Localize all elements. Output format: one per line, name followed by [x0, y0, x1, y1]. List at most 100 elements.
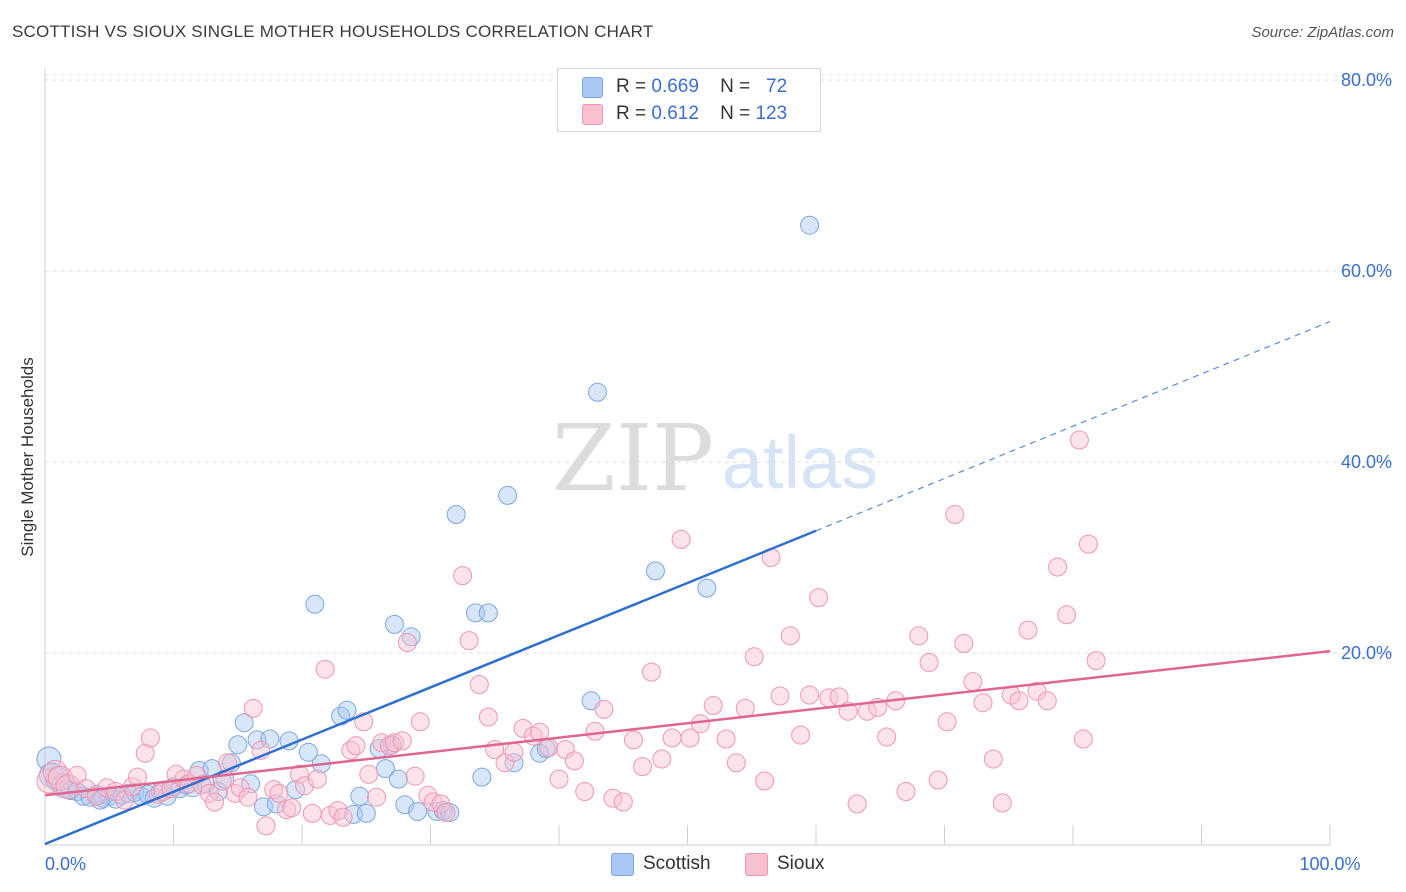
- sioux-point: [992, 793, 1012, 813]
- x-tick-label: 0.0%: [45, 854, 86, 874]
- sioux-point: [735, 698, 755, 718]
- source-label: Source: ZipAtlas.com: [1251, 24, 1394, 41]
- sioux-point: [1037, 691, 1057, 711]
- sioux-point: [282, 798, 302, 818]
- sioux-point: [770, 686, 790, 706]
- sioux-point: [877, 727, 897, 747]
- sioux-point: [594, 699, 614, 719]
- sioux-point: [453, 566, 473, 586]
- scottish-point: [588, 382, 607, 402]
- sioux-point: [973, 693, 993, 713]
- sioux-point: [1086, 651, 1106, 671]
- sioux-point: [549, 769, 569, 789]
- scottish-point: [472, 767, 492, 787]
- legend-r-label: R =: [616, 76, 647, 97]
- sioux-point: [585, 721, 605, 741]
- sioux-point: [238, 787, 258, 807]
- sioux-point: [954, 634, 974, 653]
- sioux-point: [603, 788, 623, 808]
- sioux-point: [530, 722, 550, 742]
- sioux-point: [67, 765, 87, 785]
- sioux-point: [909, 626, 929, 646]
- sioux-point: [716, 729, 736, 749]
- scottish-point: [388, 769, 408, 789]
- legend-n-label: N =: [720, 103, 751, 124]
- sioux-point: [289, 764, 309, 784]
- sioux-point: [809, 588, 829, 608]
- sioux-point: [205, 792, 225, 812]
- sioux-point: [379, 736, 399, 756]
- y-tick-label: 40.0%: [1341, 452, 1392, 472]
- sioux-point: [392, 731, 412, 751]
- sioux-point: [937, 712, 957, 732]
- chart-title: SCOTTISH VS SIOUX SINGLE MOTHER HOUSEHOL…: [12, 22, 654, 41]
- sioux-point: [945, 505, 965, 524]
- scottish-trend-extension: [815, 321, 1331, 532]
- scottish-point: [530, 743, 550, 763]
- legend-r-label: R =: [616, 103, 647, 124]
- sioux-point: [800, 685, 820, 705]
- scottish-point: [254, 797, 273, 817]
- scottish-point: [645, 561, 665, 581]
- sioux-point: [1073, 729, 1093, 749]
- scottish-point: [376, 759, 395, 779]
- sioux-point: [564, 751, 584, 771]
- sioux-point: [302, 803, 322, 823]
- scottish-point: [385, 614, 404, 634]
- sioux-point: [919, 653, 939, 672]
- sioux-point: [755, 771, 775, 791]
- sioux-point: [726, 753, 746, 773]
- sioux-point: [367, 787, 386, 807]
- sioux-point: [1048, 557, 1068, 577]
- scottish-point: [234, 713, 254, 733]
- scottish-point: [697, 578, 717, 598]
- scottish-trend-line: [44, 529, 817, 846]
- sioux-point: [328, 801, 348, 821]
- sioux-point: [652, 749, 672, 769]
- legend-stats-scottish: R = 0.669 N = 72: [616, 76, 787, 98]
- sioux-point: [662, 728, 682, 748]
- bottom-legend-scottish: Scottish: [611, 852, 731, 878]
- sioux-point: [243, 698, 263, 718]
- sioux-point: [315, 659, 335, 679]
- legend-n-value: 72: [766, 76, 788, 97]
- scottish-point: [478, 603, 498, 623]
- sioux-point: [264, 780, 284, 800]
- sioux-point: [423, 792, 443, 812]
- sioux-point: [703, 696, 723, 715]
- legend-r-value: 0.612: [651, 103, 699, 124]
- sioux-point: [928, 770, 948, 790]
- sioux-swatch: [745, 853, 768, 876]
- sioux-point: [140, 728, 160, 748]
- y-tick-label: 60.0%: [1341, 261, 1392, 281]
- sioux-point: [385, 733, 404, 753]
- sioux-point: [633, 757, 652, 777]
- scottish-swatch: [582, 77, 603, 98]
- scottish-swatch: [611, 853, 634, 876]
- y-tick-label: 80.0%: [1341, 70, 1392, 90]
- sioux-point: [333, 807, 353, 827]
- scottish-point: [228, 735, 248, 755]
- sioux-point: [307, 769, 327, 789]
- sioux-point: [504, 742, 524, 762]
- sioux-point: [671, 529, 691, 549]
- sioux-point: [459, 631, 479, 651]
- sioux-point: [405, 766, 425, 786]
- x-tick-label: 100.0%: [1299, 854, 1360, 874]
- sioux-point: [1018, 620, 1038, 640]
- sioux-point: [346, 736, 366, 756]
- sioux-point: [225, 783, 245, 803]
- sioux-point: [1078, 534, 1098, 554]
- sioux-point: [575, 782, 595, 801]
- sioux-point: [1027, 681, 1047, 701]
- scottish-point: [350, 786, 370, 806]
- scottish-point: [90, 790, 110, 810]
- sioux-point: [983, 749, 1003, 769]
- sioux-point: [436, 803, 456, 822]
- sioux-point: [680, 728, 700, 748]
- sioux-point: [469, 675, 489, 694]
- sioux-point: [256, 816, 276, 836]
- scottish-point: [408, 802, 428, 821]
- watermark-zip: ZIP: [552, 405, 714, 512]
